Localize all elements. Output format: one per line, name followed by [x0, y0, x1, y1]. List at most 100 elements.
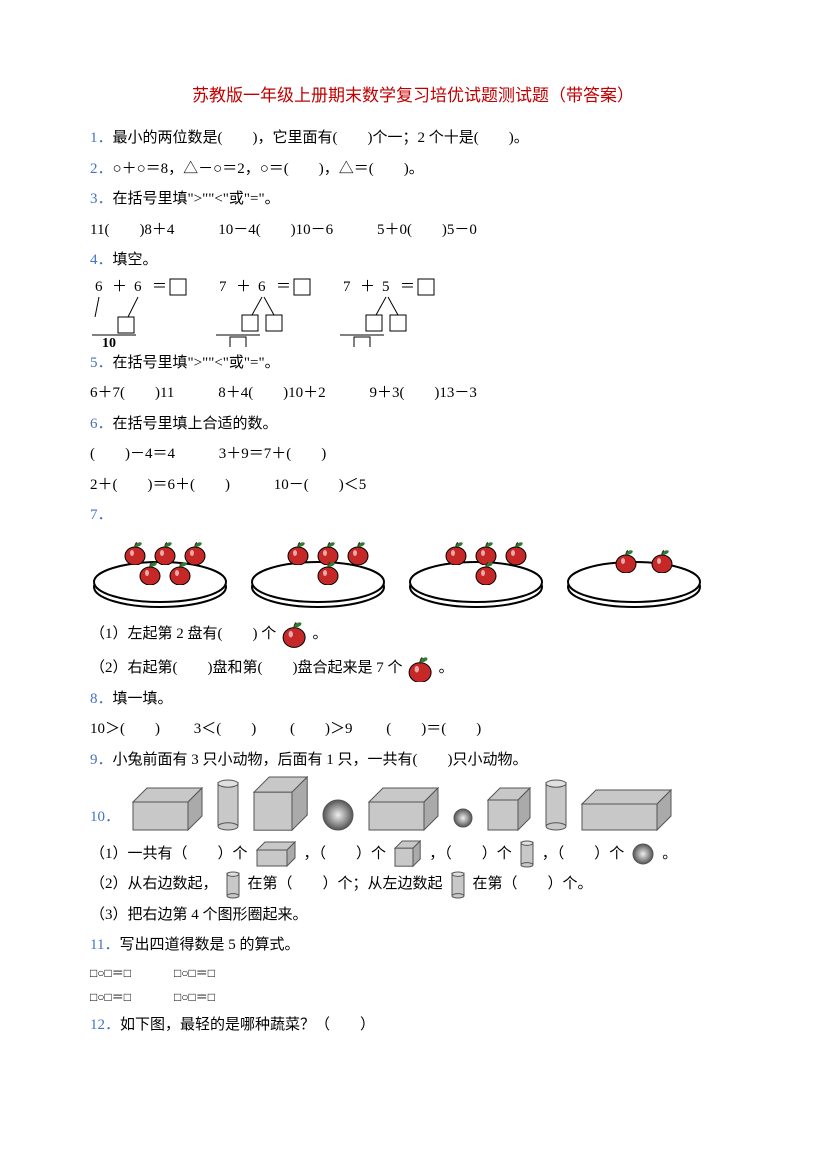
q7-p2-tail: 。	[439, 654, 454, 683]
q12-text: 如下图，最轻的是哪种蔬菜？（ ）	[120, 1017, 375, 1033]
plate-icon	[248, 532, 388, 612]
plate-icon	[564, 532, 704, 612]
svg-text:6: 6	[258, 279, 266, 295]
question-10: 10．	[90, 776, 736, 831]
q8-item: 3＜( )	[194, 721, 257, 737]
svg-text:5: 5	[382, 279, 390, 295]
q6-text: 在括号里填上合适的数。	[113, 416, 278, 432]
cube-icon	[394, 840, 421, 869]
q1-text: 最小的两位数是( )，它里面有( )个一；2 个十是( )。	[113, 130, 529, 146]
q11-row1: □○□＝□ □○□＝□	[90, 962, 736, 985]
q3-row: 11( )8＋4 10－4( )10－6 5＋0( )5－0	[90, 216, 736, 245]
question-7: 7．	[90, 501, 736, 530]
q8-item: 10＞( )	[90, 721, 160, 737]
svg-text:7: 7	[219, 279, 227, 295]
q10-p1b: ，（ ）个	[304, 840, 387, 869]
qnum-4: 4．	[90, 252, 113, 268]
cuboid-icon	[132, 787, 203, 831]
q11-item: □○□＝□	[174, 990, 215, 1004]
qnum-3: 3．	[90, 191, 113, 207]
q6-row1: ( )－4＝4 3＋9＝7＋( )	[90, 440, 736, 469]
svg-text:＋: ＋	[236, 279, 251, 295]
q5-text: 在括号里填">""<"或"="。	[113, 355, 280, 371]
qnum-7: 7．	[90, 507, 113, 523]
q3-item: 10－4( )10－6	[218, 222, 333, 238]
q5-item: 6＋7( )11	[90, 385, 174, 401]
q10-p1d: ，（ ）个	[542, 840, 625, 869]
q10-part3: （3）把右边第 4 个图形圈起来。	[90, 901, 736, 930]
plate-icon	[406, 532, 546, 612]
cylinder_tall-icon	[545, 779, 567, 831]
svg-text:＝: ＝	[152, 279, 167, 295]
q5-item: 8＋4( )10＋2	[218, 385, 326, 401]
number-bond-2: 7 ＋ 6 ＝	[214, 277, 334, 347]
cuboid_long-icon	[581, 789, 672, 831]
qnum-9: 9．	[90, 752, 113, 768]
q8-item: ( )＞9	[290, 721, 353, 737]
q10-p2a: （2）从右边数起，	[90, 870, 218, 899]
question-1: 1．最小的两位数是( )，它里面有( )个一；2 个十是( )。	[90, 124, 736, 153]
q8-row: 10＞( ) 3＜( ) ( )＞9 ( )＝( )	[90, 715, 736, 744]
q10-part2: （2）从右边数起， 在第（ ）个；从左边数起 在第（ ）个。	[90, 870, 736, 899]
question-8: 8．填一填。	[90, 685, 736, 714]
qnum-1: 1．	[90, 130, 113, 146]
q7-p2-text: （2）右起第( )盘和第( )盘合起来是 7 个	[90, 654, 402, 683]
q4-text: 填空。	[113, 252, 158, 268]
q10-shapes-row	[132, 776, 672, 831]
q9-text: 小兔前面有 3 只小动物，后面有 1 只，一共有( )只小动物。	[113, 752, 528, 768]
q10-p1a: （1）一共有（ ）个	[90, 840, 248, 869]
svg-text:＝: ＝	[400, 279, 415, 295]
q3-item: 5＋0( )5－0	[377, 222, 477, 238]
number-bond-3: 7 ＋ 5 ＝	[338, 277, 458, 347]
q10-p2b: 在第（ ）个；从左边数起	[248, 870, 443, 899]
question-4: 4．填空。	[90, 246, 736, 275]
qnum-2: 2．	[90, 161, 113, 177]
svg-text:＋: ＋	[360, 279, 375, 295]
q10-p2c: 在第（ ）个。	[473, 870, 593, 899]
cylinder-icon	[520, 839, 534, 868]
q6-item: 2＋( )＝6＋( )	[90, 477, 230, 493]
question-6: 6．在括号里填上合适的数。	[90, 410, 736, 439]
q11-row2: □○□＝□ □○□＝□	[90, 986, 736, 1009]
svg-text:6: 6	[134, 279, 142, 295]
question-9: 9．小兔前面有 3 只小动物，后面有 1 只，一共有( )只小动物。	[90, 746, 736, 775]
apple-icon	[282, 620, 306, 649]
question-11: 11．写出四道得数是 5 的算式。	[90, 931, 736, 960]
page-title: 苏教版一年级上册期末数学复习培优试题测试题（带答案）	[90, 80, 736, 112]
q7-part2: （2）右起第( )盘和第( )盘合起来是 7 个 。	[90, 654, 736, 683]
q10-p1e: 。	[662, 840, 677, 869]
q11-text: 写出四道得数是 5 的算式。	[119, 937, 299, 953]
question-2: 2．○＋○＝8，△－○＝2，○＝( )，△＝( )。	[90, 155, 736, 184]
q10-p3: （3）把右边第 4 个图形圈起来。	[90, 907, 308, 923]
sphere_small-icon	[453, 803, 473, 832]
qnum-11: 11．	[90, 937, 119, 953]
qnum-10: 10．	[90, 803, 120, 832]
svg-text:＋: ＋	[112, 279, 127, 295]
q5-row: 6＋7( )11 8＋4( )10＋2 9＋3( )13－3	[90, 379, 736, 408]
q7-plates-row	[90, 532, 736, 612]
q7-part1: （1）左起第 2 盘有( ) 个 。	[90, 620, 736, 649]
qnum-5: 5．	[90, 355, 113, 371]
svg-text:＝: ＝	[276, 279, 291, 295]
qnum-8: 8．	[90, 691, 113, 707]
question-12: 12．如下图，最轻的是哪种蔬菜？（ ）	[90, 1011, 736, 1040]
q6-row2: 2＋( )＝6＋( ) 10－( )＜5	[90, 471, 736, 500]
cube-icon	[487, 787, 531, 831]
q7-p1-text: （1）左起第 2 盘有( ) 个	[90, 620, 276, 649]
cylinder-icon	[451, 870, 465, 899]
q6-item: ( )－4＝4	[90, 446, 175, 462]
q11-item: □○□＝□	[90, 966, 131, 980]
q3-item: 11( )8＋4	[90, 222, 174, 238]
q5-item: 9＋3( )13－3	[369, 385, 477, 401]
q2-text: ○＋○＝8，△－○＝2，○＝( )，△＝( )。	[113, 161, 424, 177]
svg-text:6: 6	[95, 279, 103, 295]
q11-item: □○□＝□	[174, 966, 215, 980]
q6-item: 10－( )＜5	[274, 477, 367, 493]
plate-icon	[90, 532, 230, 612]
svg-text:10: 10	[102, 336, 116, 347]
q10-part1: （1）一共有（ ）个 ，（ ）个 ，（ ）个 ，（ ）个 。	[90, 839, 736, 868]
q11-item: □○□＝□	[90, 990, 131, 1004]
cylinder-icon	[226, 870, 240, 899]
q8-text: 填一填。	[113, 691, 173, 707]
q10-p1c: ，（ ）个	[429, 840, 512, 869]
